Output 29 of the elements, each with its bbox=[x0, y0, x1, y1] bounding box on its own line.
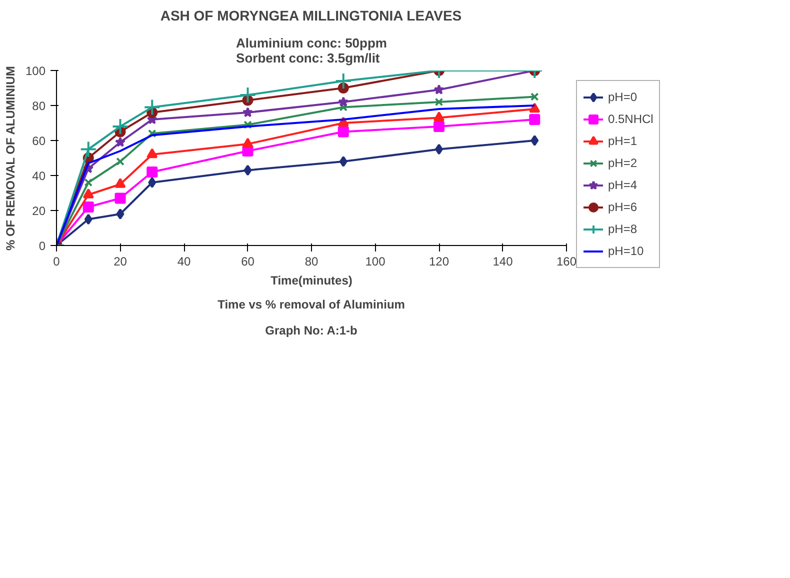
legend-label: pH=10 bbox=[608, 244, 644, 258]
text: Time vs % removal of Aluminium bbox=[218, 298, 405, 312]
x-tick-label: 40 bbox=[177, 254, 191, 268]
x-tick-label: 80 bbox=[304, 254, 318, 268]
y-tick-label: 40 bbox=[32, 169, 46, 183]
chart-title: ASH OF MORYNGEA MILLINGTONIA LEAVES bbox=[160, 8, 462, 24]
legend-label: 0.5NHCl bbox=[608, 112, 654, 126]
x-tick-label: 60 bbox=[241, 254, 255, 268]
y-tick-label: 20 bbox=[32, 204, 46, 218]
x-tick-label: 20 bbox=[114, 254, 128, 268]
y-tick-label: 100 bbox=[25, 64, 46, 78]
text: Graph No: A:1-b bbox=[265, 324, 358, 338]
y-tick-label: 0 bbox=[38, 239, 46, 253]
x-tick-label: 160 bbox=[556, 254, 577, 268]
x-axis-title: Time(minutes) bbox=[270, 274, 352, 288]
legend-label: pH=2 bbox=[608, 156, 638, 170]
y-axis-title: % OF REMOVAL OF ALUMINIUM bbox=[3, 66, 18, 251]
legend-label: pH=0 bbox=[608, 90, 638, 104]
x-tick-label: 0 bbox=[53, 254, 60, 268]
x-tick-label: 120 bbox=[428, 254, 450, 268]
chart-subtitle: Aluminium conc: 50ppm Sorbent conc: 3.5gm/lit bbox=[236, 36, 387, 66]
legend-label: pH=4 bbox=[608, 178, 638, 192]
y-tick-label: 60 bbox=[32, 134, 46, 148]
y-tick-label: 80 bbox=[32, 99, 46, 113]
x-tick-label: 140 bbox=[492, 254, 514, 268]
legend-label: pH=8 bbox=[608, 222, 638, 236]
legend-label: pH=6 bbox=[608, 200, 638, 214]
x-tick-label: 100 bbox=[365, 254, 386, 268]
legend-label: pH=1 bbox=[608, 134, 638, 148]
